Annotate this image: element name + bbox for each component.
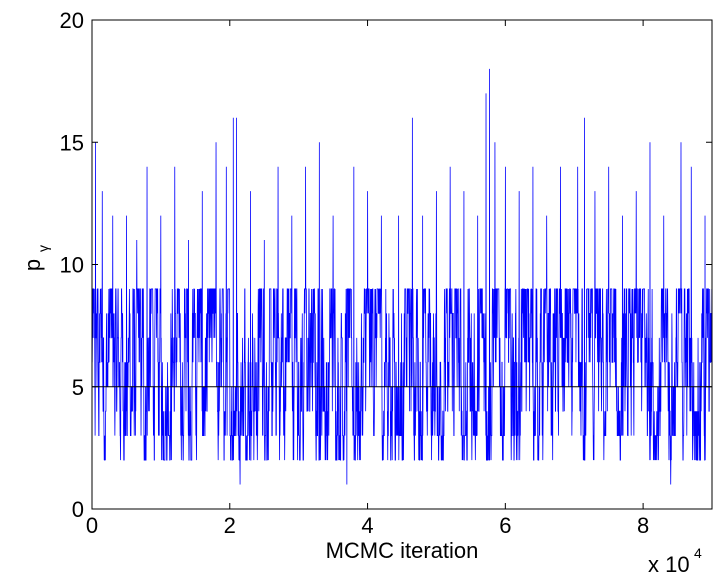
series-line xyxy=(91,68,713,485)
x-axis-label: MCMC iteration xyxy=(326,538,479,563)
y-tick-label: 5 xyxy=(72,375,84,400)
y-axis-label-base: p xyxy=(20,259,45,271)
y-tick-label: 20 xyxy=(60,8,84,33)
x-tick-label: 8 xyxy=(637,513,649,538)
y-axis-ticks: 0 5 10 15 20 xyxy=(60,8,712,522)
x-tick-label: 4 xyxy=(361,513,373,538)
y-tick-label: 15 xyxy=(60,130,84,155)
y-axis-label-subscript: γ xyxy=(35,245,51,252)
x-axis-ticks: 0 2 4 6 8 xyxy=(86,20,649,538)
x-tick-label: 2 xyxy=(224,513,236,538)
y-tick-label: 0 xyxy=(72,497,84,522)
x-tick-label: 0 xyxy=(86,513,98,538)
y-axis-label: p γ xyxy=(20,245,51,271)
trace-series xyxy=(91,68,713,485)
y-tick-label: 10 xyxy=(60,253,84,278)
x-multiplier-base: x 10 xyxy=(648,552,690,577)
x-multiplier-exponent: 4 xyxy=(694,545,702,561)
x-tick-label: 6 xyxy=(499,513,511,538)
x-axis-multiplier: x 10 4 xyxy=(648,545,702,577)
